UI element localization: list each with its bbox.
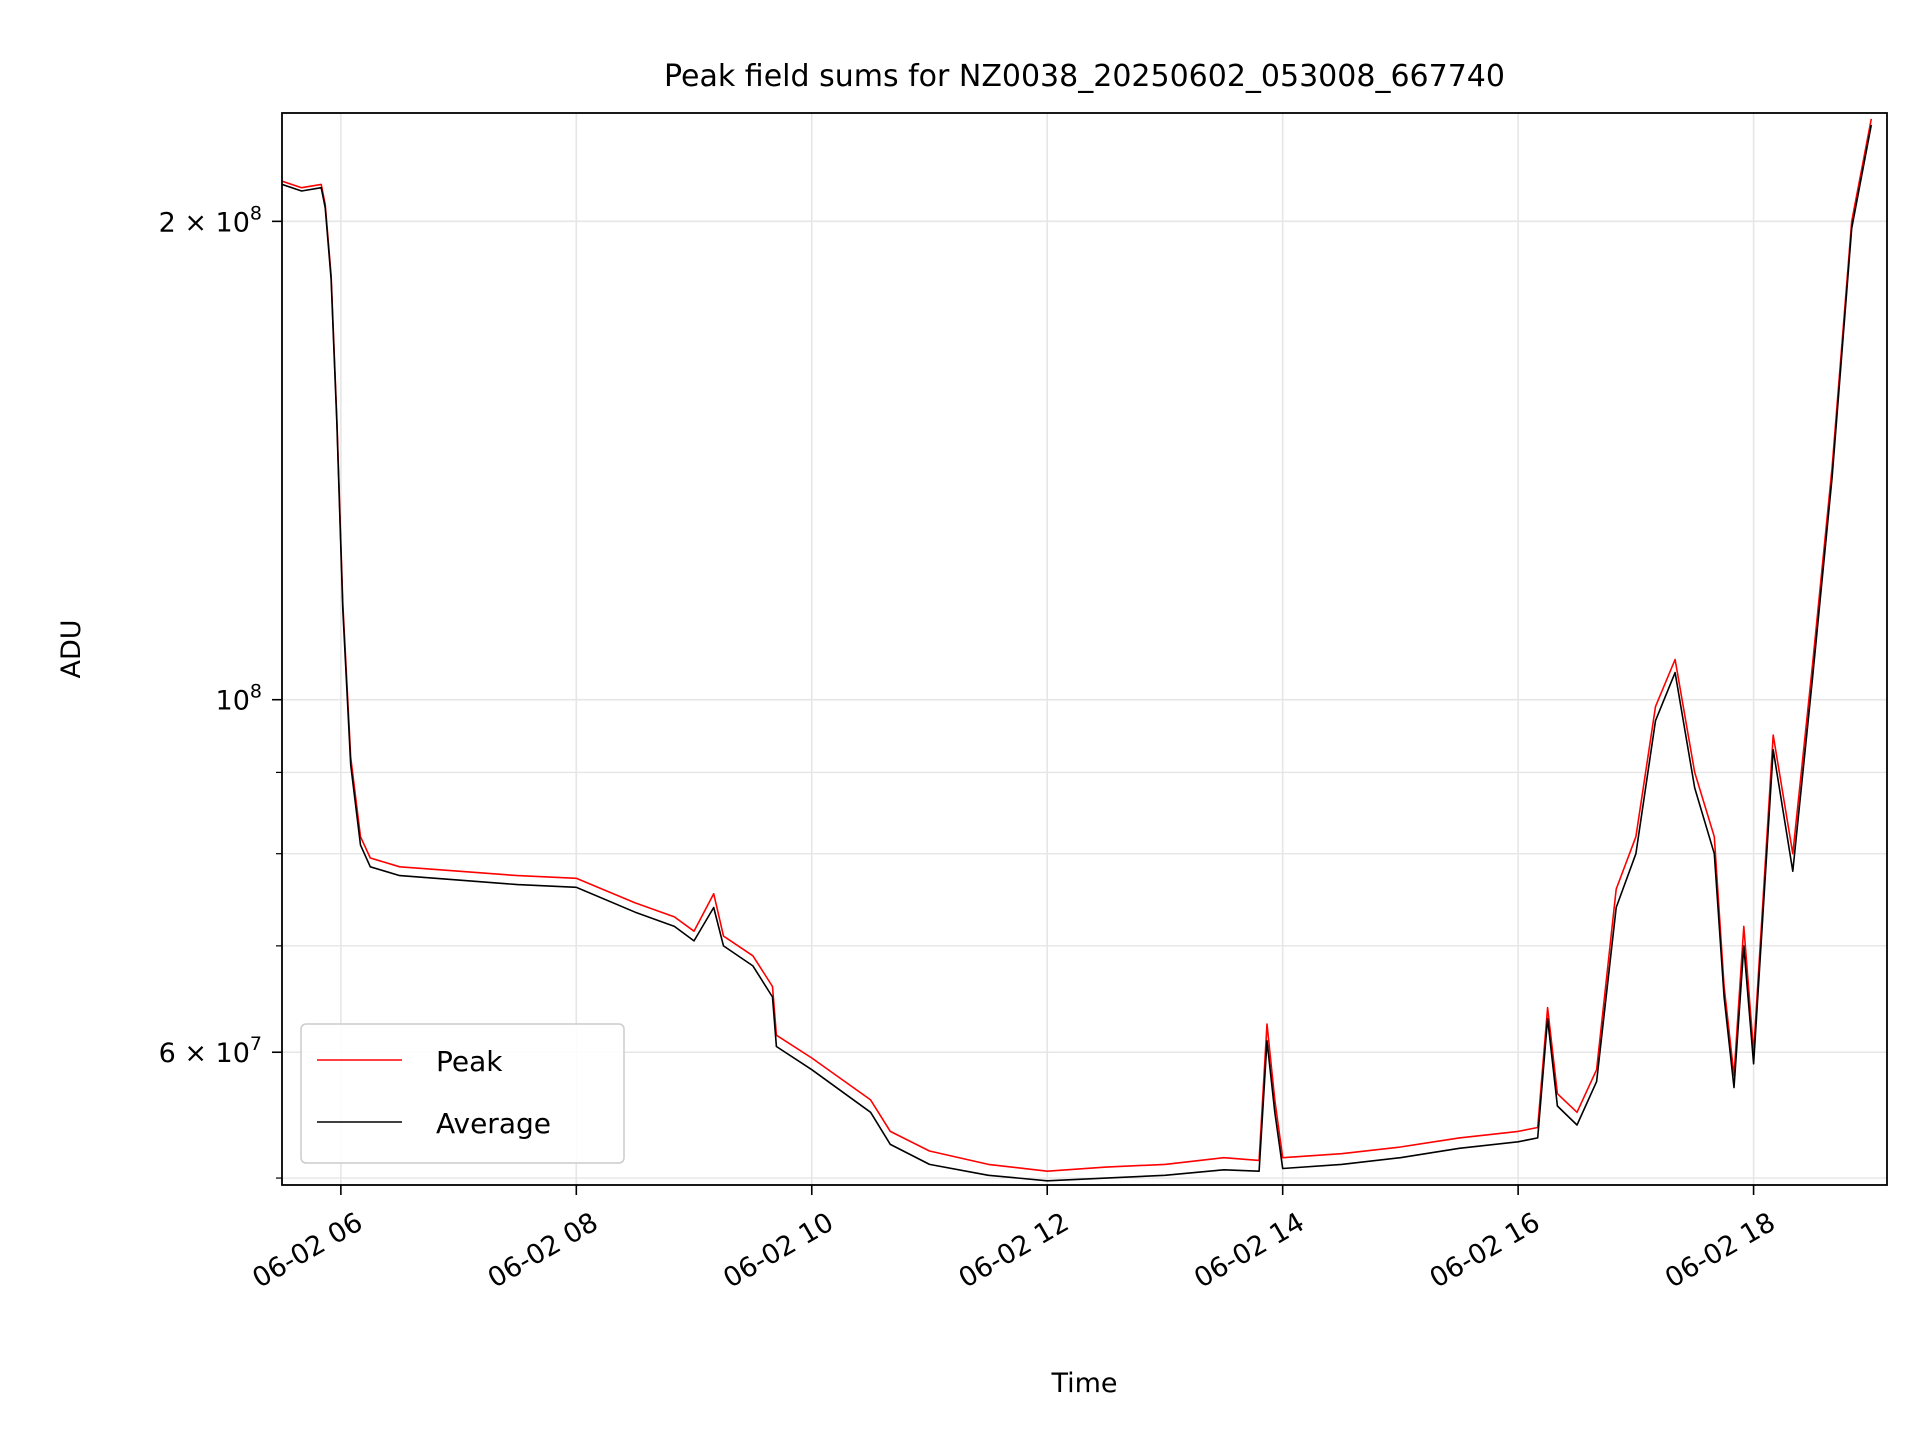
series-line-peak [282, 118, 1873, 1172]
plot-frame [281, 112, 1888, 1186]
y-tick-label: 6 × 107 [159, 1033, 262, 1069]
y-tick-label: 108 [216, 681, 262, 717]
grid [282, 113, 1887, 1185]
legend: Peak Average [300, 1023, 625, 1164]
series-lines [282, 118, 1873, 1182]
chart-title: Peak field sums for NZ0038_20250602_0530… [664, 59, 1505, 94]
y-tick-label: 2 × 108 [159, 202, 262, 238]
legend-label-average: Average [436, 1107, 551, 1140]
legend-box [300, 1023, 625, 1164]
legend-label-peak: Peak [436, 1045, 503, 1078]
x-axis-label: Time [1050, 1368, 1117, 1399]
series-line-average [282, 124, 1873, 1182]
y-axis-label: ADU [56, 619, 87, 678]
